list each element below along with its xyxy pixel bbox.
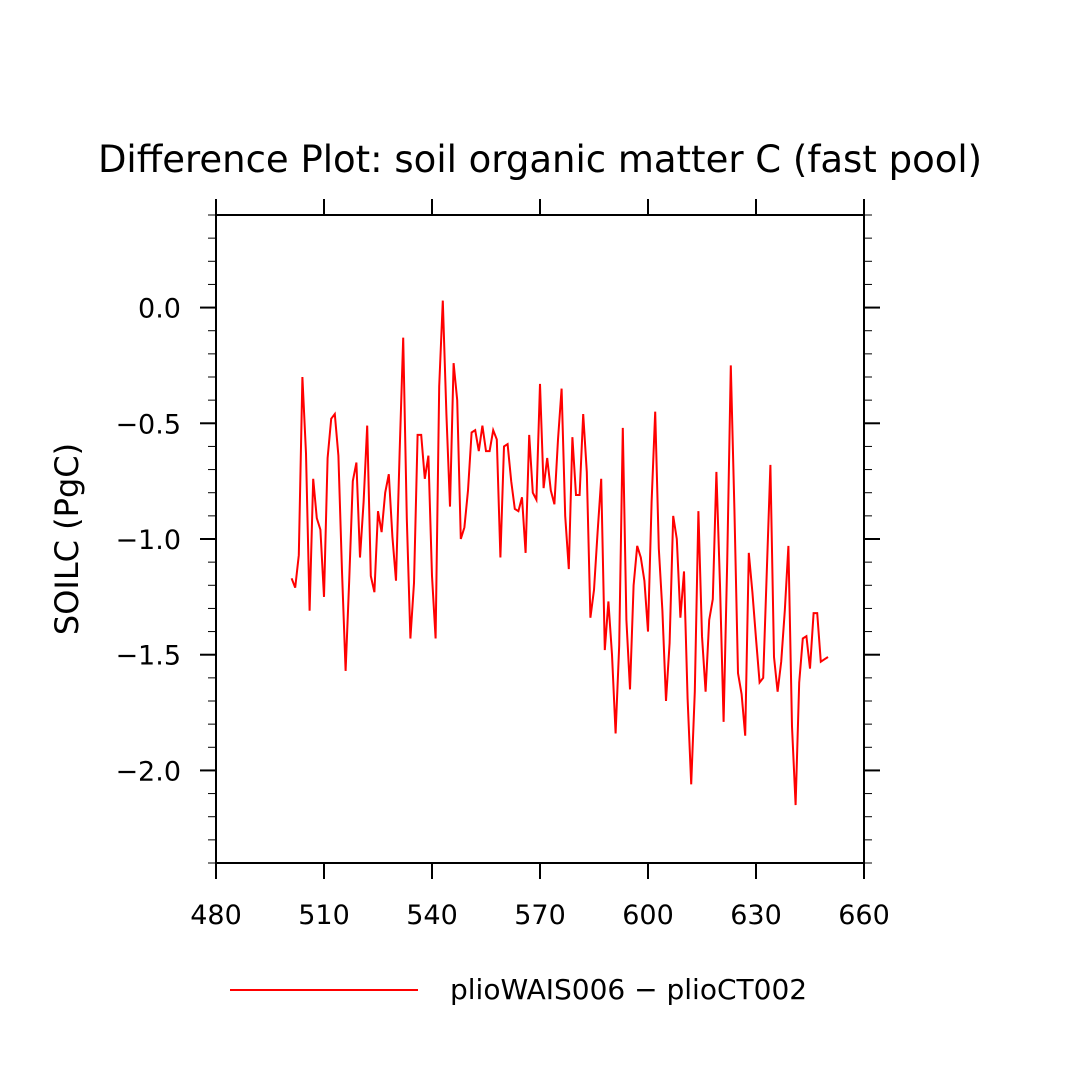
x-tick-label: 630 — [730, 900, 782, 931]
x-tick-label: 510 — [298, 900, 350, 931]
y-tick-label: −1.0 — [115, 525, 181, 556]
series-line — [290, 300, 829, 806]
legend: plioWAIS006 − plioCT002 — [230, 973, 807, 1006]
y-tick-label: −1.5 — [115, 641, 181, 672]
chart-title: Difference Plot: soil organic matter C (… — [98, 138, 982, 181]
x-tick-label: 540 — [406, 900, 458, 931]
y-tick-label: 0.0 — [138, 294, 181, 325]
axis-ticks — [200, 199, 880, 879]
x-tick-label: 600 — [622, 900, 674, 931]
series-layer — [290, 300, 829, 806]
tick-labels: 480 510 540 570 600 630 660 0.0 −0.5 −1.0 −1.5 −2.0 — [115, 294, 889, 931]
x-tick-label: 480 — [190, 900, 242, 931]
y-tick-label: −0.5 — [115, 409, 181, 440]
plot-frame — [215, 214, 865, 864]
x-tick-label: 660 — [838, 900, 890, 931]
y-tick-label: −2.0 — [115, 756, 181, 787]
y-axis-label: SOILC (PgC) — [48, 443, 86, 635]
legend-label: plioWAIS006 − plioCT002 — [450, 973, 807, 1006]
x-tick-label: 570 — [514, 900, 566, 931]
